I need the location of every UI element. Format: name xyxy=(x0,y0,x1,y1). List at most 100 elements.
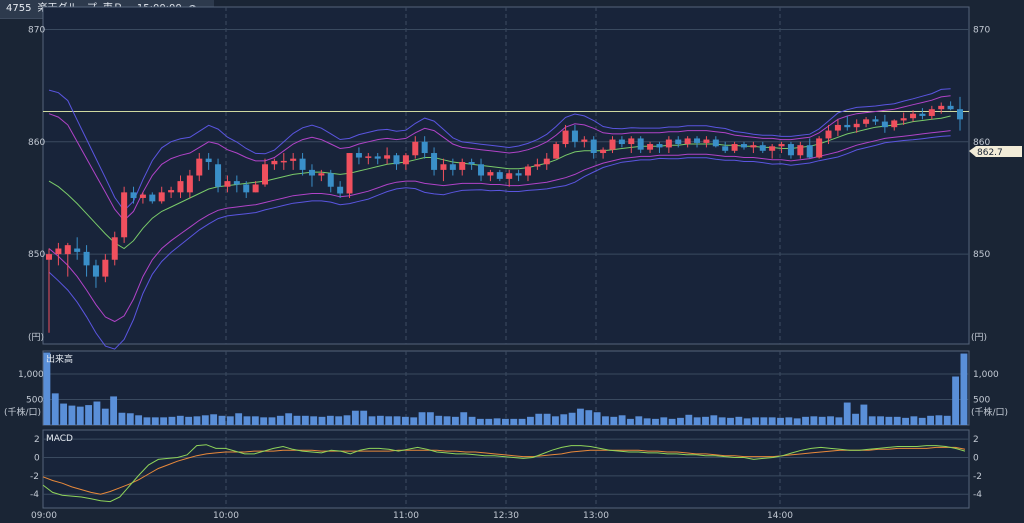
price-tick-label-left: 850 xyxy=(28,250,45,260)
volume-unit-left: (千株/口) xyxy=(4,406,41,418)
volume-bar xyxy=(793,418,801,425)
volume-bar xyxy=(893,416,901,425)
candle-up xyxy=(318,173,325,176)
candle-up xyxy=(224,181,231,187)
volume-bar xyxy=(393,416,401,425)
candle-up xyxy=(252,184,259,193)
candle-up xyxy=(290,158,297,161)
candle-down xyxy=(656,144,663,148)
candle-down xyxy=(759,145,766,151)
price-tick-label-left: 860 xyxy=(28,138,45,148)
candle-up xyxy=(271,160,278,165)
volume-bar xyxy=(243,416,251,425)
volume-bar xyxy=(727,417,734,425)
volume-bar xyxy=(677,417,684,425)
candle-down xyxy=(787,144,794,156)
candle-down xyxy=(233,181,240,185)
candle-down xyxy=(571,130,578,142)
candle-up xyxy=(139,194,146,198)
volume-bar xyxy=(860,404,868,425)
volume-bar xyxy=(927,415,934,425)
candle-up xyxy=(938,105,945,110)
candle-up xyxy=(55,248,62,255)
volume-bar xyxy=(543,413,551,425)
candle-down xyxy=(74,248,81,252)
volume-tick-label-left: 1,000 xyxy=(18,370,44,380)
volume-bar xyxy=(476,418,484,425)
candle-down xyxy=(393,155,400,165)
volume-bar xyxy=(110,396,118,425)
volume-bar xyxy=(852,413,859,425)
volume-bar xyxy=(902,417,909,425)
candle-up xyxy=(412,141,419,156)
volume-bar xyxy=(43,352,51,425)
candle-down xyxy=(844,124,851,128)
volume-bar xyxy=(276,415,284,425)
volume-bar xyxy=(960,353,968,425)
volume-bar xyxy=(368,416,376,425)
volume-bar xyxy=(60,403,68,425)
bollinger-upper-outer-line xyxy=(48,88,951,212)
volume-bar xyxy=(126,413,134,425)
candle-up xyxy=(64,245,71,255)
volume-bar xyxy=(935,415,943,425)
volume-bar xyxy=(135,415,143,425)
candle-up xyxy=(534,164,541,167)
candle-down xyxy=(449,164,456,170)
volume-bar xyxy=(827,416,834,425)
current-price-marker: 862.7 xyxy=(969,146,1022,158)
volume-bar xyxy=(143,417,151,425)
volume-bar xyxy=(702,416,709,425)
candle-down xyxy=(431,153,438,170)
volume-bar xyxy=(285,413,293,425)
volume-bar xyxy=(527,416,534,425)
candle-up xyxy=(581,139,588,142)
candle-up xyxy=(900,118,907,121)
candle-down xyxy=(243,184,250,193)
volume-bar xyxy=(802,416,809,425)
x-tick-label: 11:00 xyxy=(393,511,419,521)
volume-bar xyxy=(76,406,84,425)
volume-bar xyxy=(610,416,618,425)
price-tick-label-right: 860 xyxy=(973,138,990,148)
candle-down xyxy=(618,139,625,145)
candle-up xyxy=(365,156,372,158)
volume-bar xyxy=(85,405,93,425)
price-tick-label-left: 870 xyxy=(28,25,45,35)
volume-bar xyxy=(293,415,301,425)
volume-bar xyxy=(118,412,126,425)
candle-up xyxy=(506,173,513,179)
volume-bar xyxy=(218,415,226,425)
volume-bar xyxy=(868,416,876,425)
macd-line xyxy=(42,444,966,503)
candle-up xyxy=(647,144,654,150)
volume-bar xyxy=(310,416,318,425)
volume-bar xyxy=(668,418,676,425)
candle-up xyxy=(562,130,569,145)
volume-bar xyxy=(643,418,651,425)
volume-bar xyxy=(568,412,576,425)
candle-up xyxy=(186,175,193,193)
candle-up xyxy=(196,158,203,176)
candle-down xyxy=(337,186,344,194)
candle-up xyxy=(928,109,935,116)
candle-up xyxy=(102,259,109,277)
macd-tick-label-left: 2 xyxy=(34,435,40,445)
candle-up xyxy=(703,139,710,143)
candle-down xyxy=(130,192,137,198)
candle-up xyxy=(440,164,447,170)
candle-up xyxy=(628,138,635,145)
volume-tick-label-right: 500 xyxy=(973,395,990,405)
volume-bar xyxy=(952,376,959,425)
volume-bar xyxy=(718,417,726,425)
volume-bar xyxy=(502,418,509,425)
x-tick-label: 14:00 xyxy=(767,511,793,521)
price-tick-label-right: 850 xyxy=(973,250,990,260)
candle-down xyxy=(675,139,682,145)
macd-tick-label-right: 2 xyxy=(973,435,979,445)
volume-bar xyxy=(635,416,643,425)
volume-bar xyxy=(685,414,693,425)
volume-bar xyxy=(268,417,276,425)
candle-up xyxy=(402,155,409,165)
